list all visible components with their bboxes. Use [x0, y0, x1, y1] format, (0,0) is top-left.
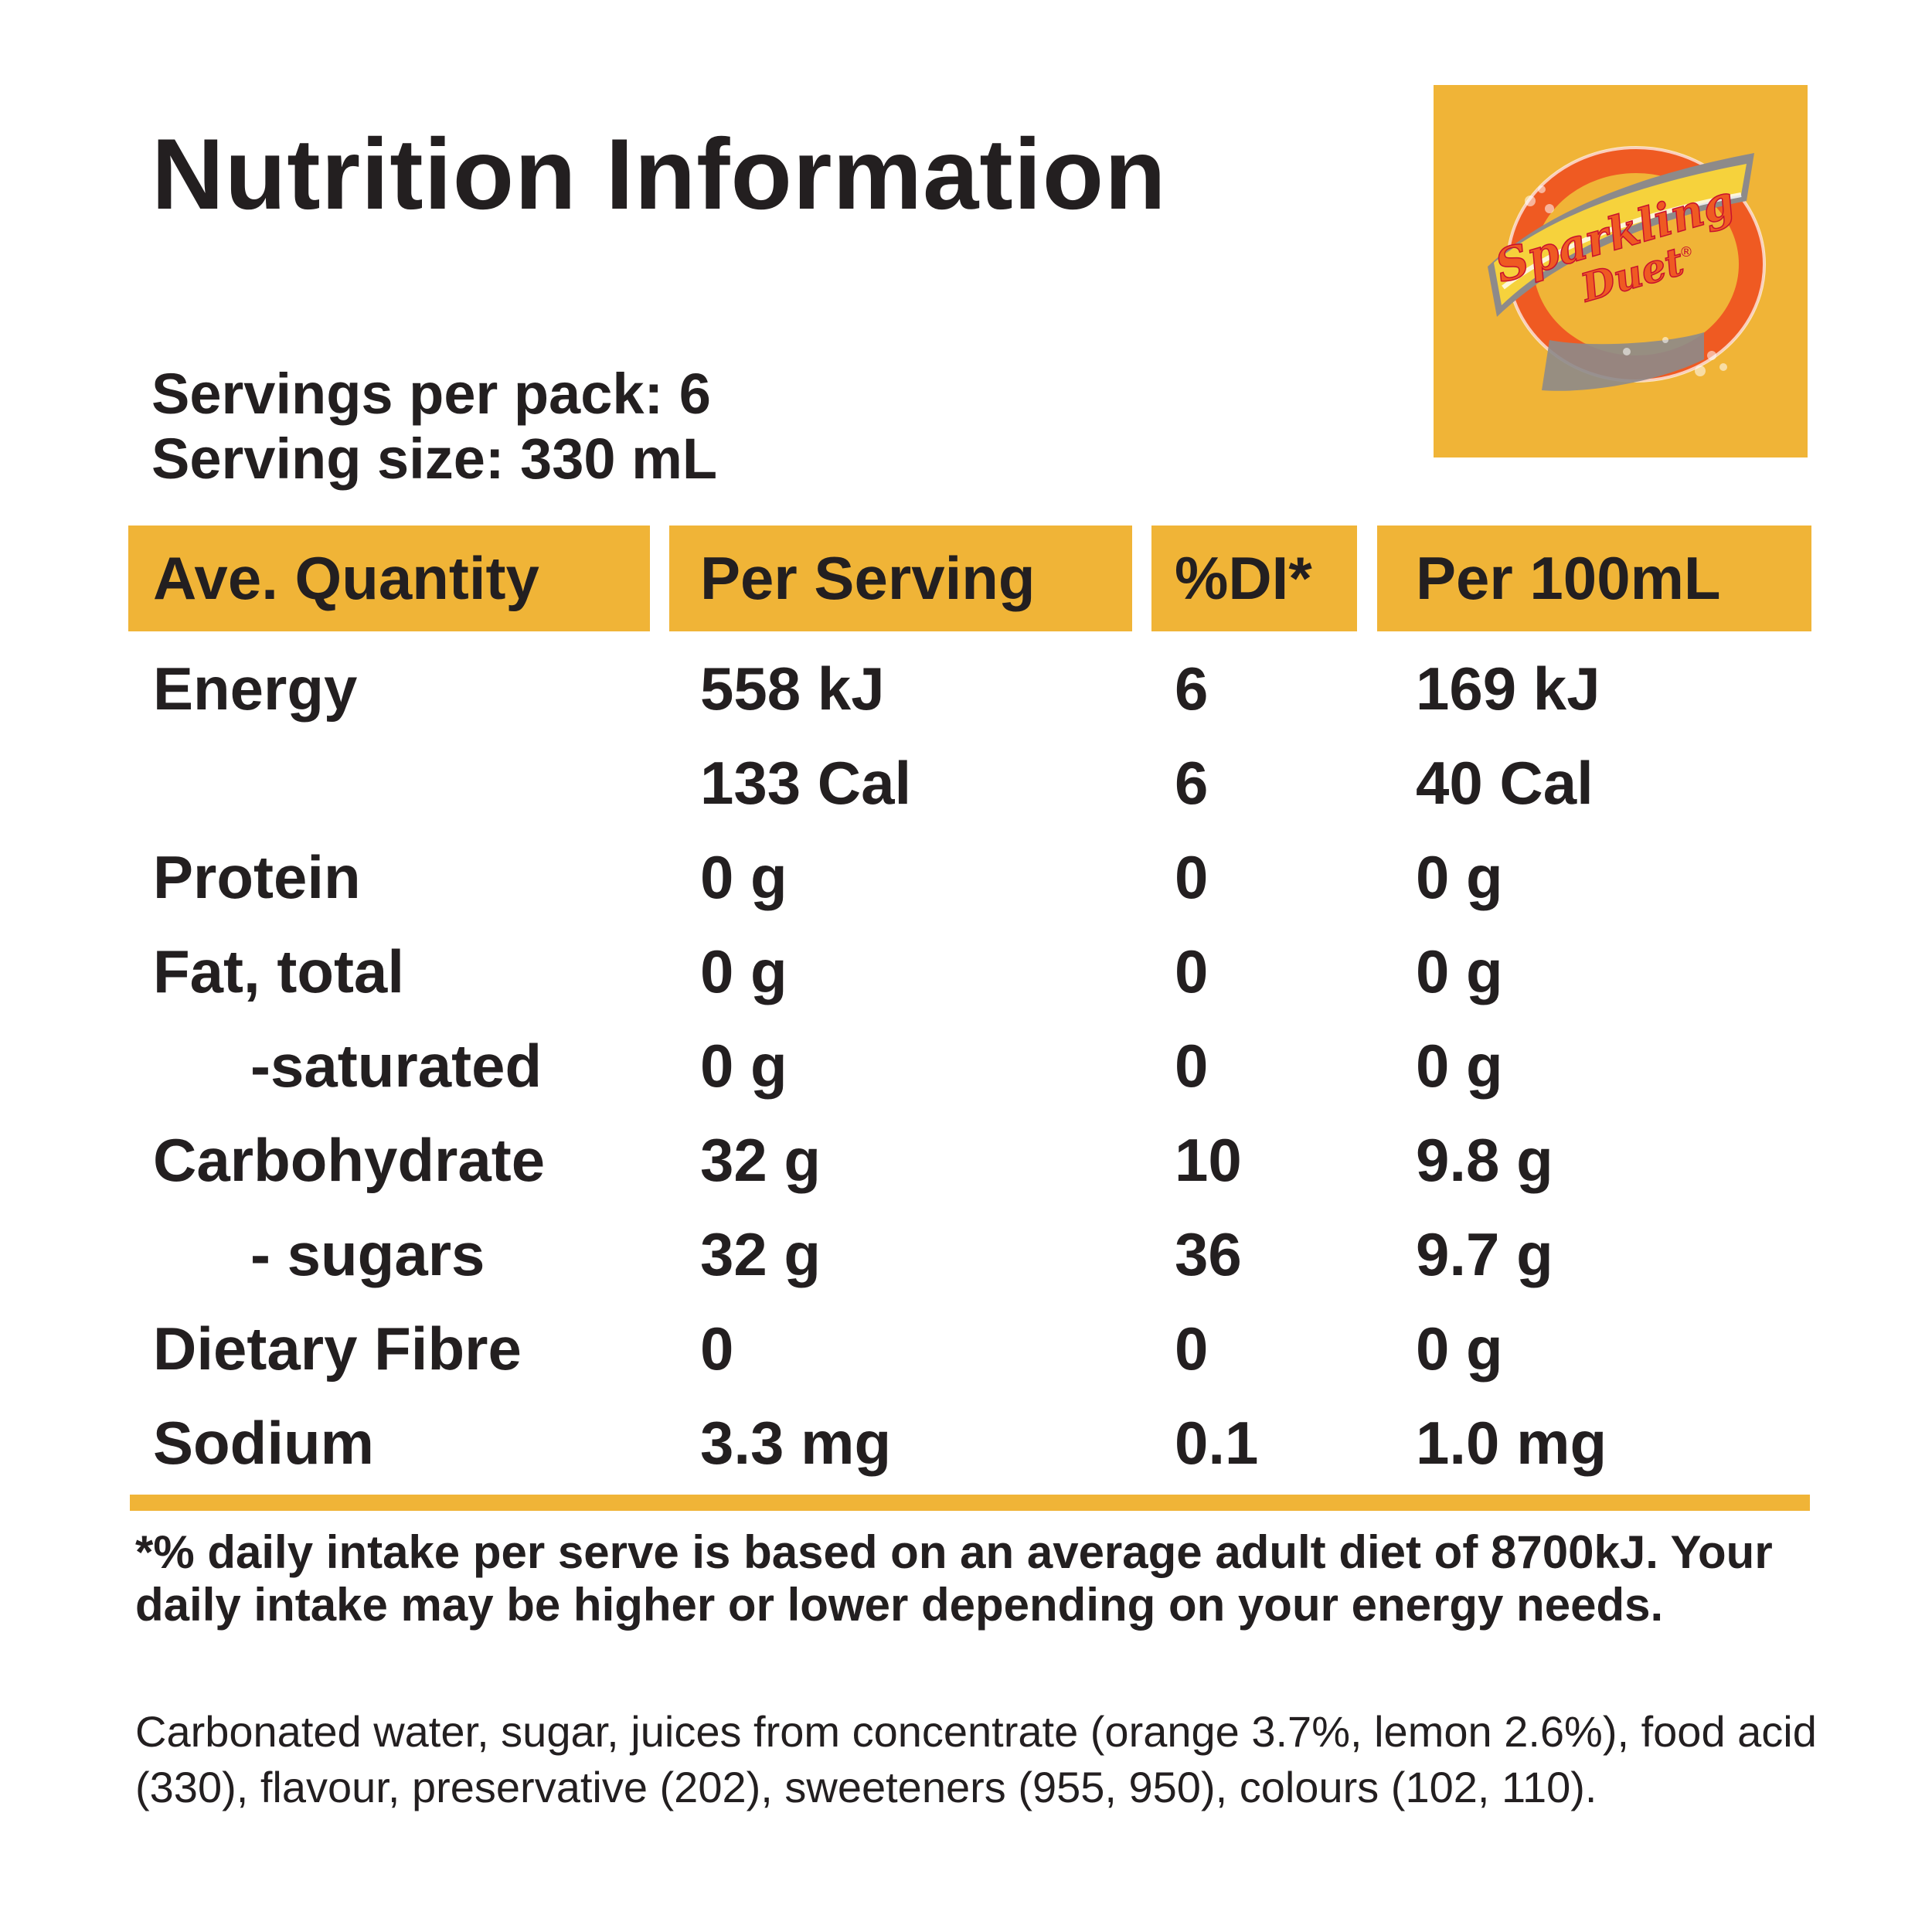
per-100ml-value: 0 g [1416, 1032, 1503, 1100]
table-row-protein: Protein 0 g 0 0 g [0, 830, 1932, 924]
serving-info: Servings per pack: 6 Serving size: 330 m… [151, 362, 717, 492]
nutrient-name: Fat, total [153, 937, 404, 1005]
di-value: 6 [1175, 655, 1209, 723]
nutrition-table: Energy 558 kJ 6 169 kJ 133 Cal 6 40 Cal … [0, 641, 1932, 1490]
per-100ml-value: 0 g [1416, 1315, 1503, 1383]
di-value: 0 [1175, 1032, 1209, 1100]
di-value: 6 [1175, 749, 1209, 817]
header-ave-quantity: Ave. Quantity [128, 526, 650, 631]
di-value: 0 [1175, 1315, 1209, 1383]
per-100ml-value: 0 g [1416, 843, 1503, 911]
nutrient-name: Protein [153, 843, 361, 911]
nutrient-name: Energy [153, 655, 358, 723]
di-footnote: *% daily intake per serve is based on an… [135, 1526, 1773, 1631]
per-100ml-value: 169 kJ [1416, 655, 1600, 723]
per-serving-value: 558 kJ [700, 655, 885, 723]
nutrient-name: - sugars [250, 1220, 485, 1288]
di-value: 0 [1175, 843, 1209, 911]
table-row-energy-kj: Energy 558 kJ 6 169 kJ [0, 641, 1932, 736]
serving-size: Serving size: 330 mL [151, 427, 718, 491]
servings-per-pack: Servings per pack: 6 [151, 362, 711, 426]
per-serving-value: 133 Cal [700, 749, 912, 817]
header-per-100ml: Per 100mL [1377, 526, 1811, 631]
header-di: %DI* [1151, 526, 1357, 631]
per-serving-value: 32 g [700, 1126, 821, 1194]
logo-registered: ® [1679, 244, 1693, 260]
page-title: Nutrition Information [151, 117, 1167, 230]
per-serving-value: 3.3 mg [700, 1409, 892, 1477]
brand-logo: Sparkling Duet ® [1434, 85, 1808, 457]
per-serving-value: 32 g [700, 1220, 821, 1288]
ingredients-list: Carbonated water, sugar, juices from con… [135, 1707, 1817, 1811]
di-value: 0.1 [1175, 1409, 1259, 1477]
per-100ml-value: 40 Cal [1416, 749, 1594, 817]
table-row-saturated: -saturated 0 g 0 0 g [0, 1019, 1932, 1113]
table-row-dietary-fibre: Dietary Fibre 0 0 0 g [0, 1301, 1932, 1396]
per-100ml-value: 1.0 mg [1416, 1409, 1607, 1477]
nutrient-name: Dietary Fibre [153, 1315, 522, 1383]
per-serving-value: 0 g [700, 843, 787, 911]
per-100ml-value: 0 g [1416, 937, 1503, 1005]
table-row-carbohydrate: Carbohydrate 32 g 10 9.8 g [0, 1113, 1932, 1207]
table-row-sodium: Sodium 3.3 mg 0.1 1.0 mg [0, 1396, 1932, 1490]
nutrient-name: Carbohydrate [153, 1126, 546, 1194]
nutrient-name: -saturated [250, 1032, 543, 1100]
per-serving-value: 0 [700, 1315, 734, 1383]
di-value: 10 [1175, 1126, 1242, 1194]
table-divider [130, 1495, 1810, 1511]
table-row-energy-cal: 133 Cal 6 40 Cal [0, 736, 1932, 830]
per-serving-value: 0 g [700, 1032, 787, 1100]
nutrient-name: Sodium [153, 1409, 374, 1477]
per-100ml-value: 9.7 g [1416, 1220, 1553, 1288]
table-row-sugars: - sugars 32 g 36 9.7 g [0, 1207, 1932, 1301]
table-row-fat-total: Fat, total 0 g 0 0 g [0, 924, 1932, 1019]
di-value: 0 [1175, 937, 1209, 1005]
di-value: 36 [1175, 1220, 1242, 1288]
per-100ml-value: 9.8 g [1416, 1126, 1553, 1194]
header-per-serving: Per Serving [669, 526, 1132, 631]
per-serving-value: 0 g [700, 937, 787, 1005]
